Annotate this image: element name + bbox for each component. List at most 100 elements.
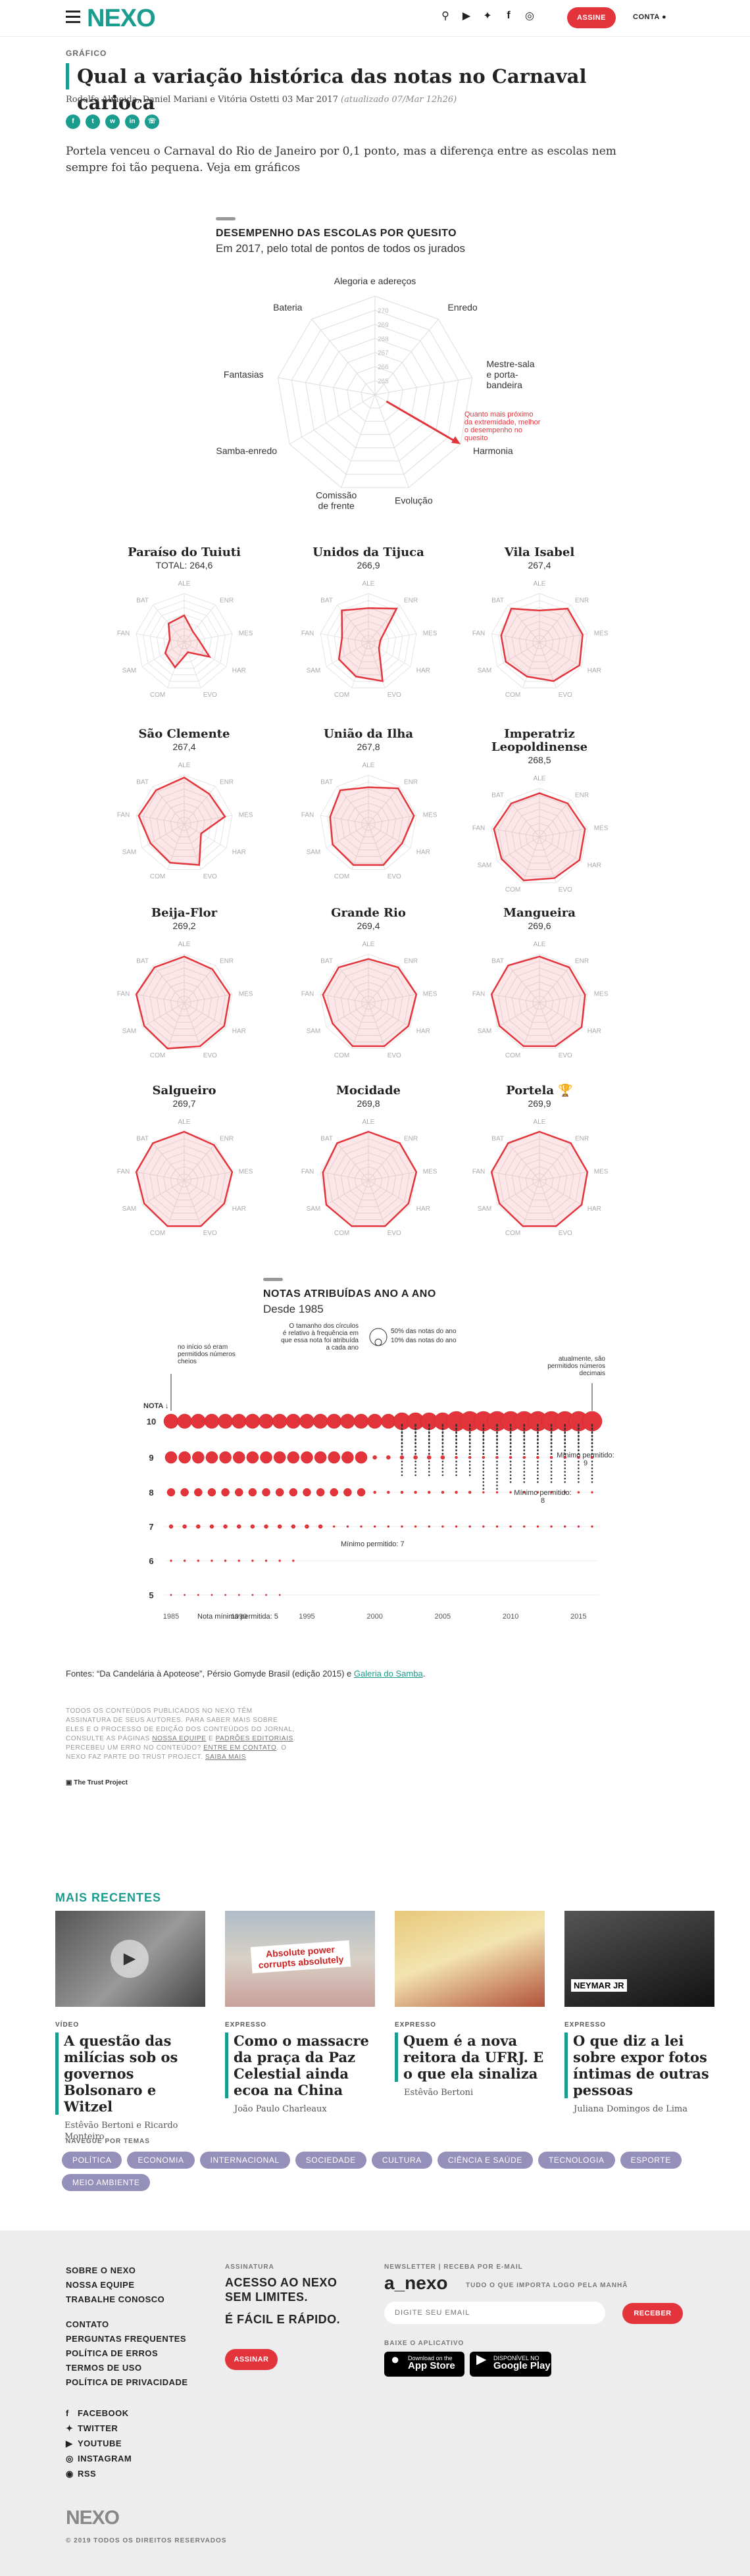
padroes-link[interactable]: Padrões editoriais [215,1735,293,1742]
news-card[interactable]: NEYMAR JR EXPRESSO O que diz a lei sobre e… [564,1911,714,2115]
decimal-dot [564,1428,566,1430]
twitter-icon[interactable]: ✦ [483,11,492,22]
topic-tag[interactable]: ESPORTE [620,2152,682,2169]
footer-social-link[interactable]: ▶ YOUTUBE [66,2436,132,2451]
news-image-sign: Absolute power corrupts absolutely [250,1940,351,1974]
twitter-share-icon[interactable]: t [86,114,100,129]
news-image[interactable]: ▶ [55,1911,205,2007]
ring [136,774,233,871]
youtube-icon[interactable]: ▶ [462,11,471,22]
school-shape [138,776,226,866]
news-image[interactable]: NEYMAR JR [564,1911,714,2007]
news-title[interactable]: Como o massacre da praça da Paz Celestia… [225,2033,375,2098]
app-store-badge[interactable]: ● Download on the App Store [384,2352,464,2377]
nossa-equipe-link[interactable]: Nossa equipe [152,1735,207,1742]
school-total: 269,2 [172,921,196,931]
footer-link[interactable]: TRABALHE CONOSCO [66,2294,165,2304]
email-input[interactable] [384,2302,605,2324]
ring [361,995,376,1010]
school-name-text: Mocidade [336,1084,401,1098]
decimal-dot [468,1449,471,1452]
decimal-dot [401,1464,403,1466]
footer-link[interactable]: SOBRE O NEXO [66,2265,136,2275]
footer-link[interactable]: POLÍTICA DE PRIVACIDADE [66,2377,188,2387]
topic-tag[interactable]: TECNOLOGIA [538,2152,615,2169]
radar-legend-chart: 265 266 267 268 269 270 Alegoria e adereços Enr… [216,276,540,511]
ring [361,1173,376,1188]
bubble-note-9 [219,1451,232,1464]
decimal-dot [523,1449,526,1452]
bubble-note-5 [211,1594,213,1596]
bubble-note-8 [523,1491,526,1494]
saiba-mais-link[interactable]: Saiba mais [205,1754,247,1761]
whatsapp-share-icon-2[interactable]: ☏ [145,114,159,129]
topic-tag[interactable]: ECONOMIA [127,2152,195,2169]
news-card[interactable]: ▶ VÍDEO A questão das milícias sob os gove… [55,1911,205,2142]
conta-button[interactable]: CONTA ● [633,13,666,21]
news-title[interactable]: A questão das milícias sob os governos B… [55,2033,205,2115]
footer-logo[interactable]: NEXO [66,2507,120,2529]
topic-tag[interactable]: MEIO AMBIENTE [62,2174,151,2191]
decimal-dot [414,1435,416,1438]
facebook-share-icon[interactable]: f [66,114,80,129]
news-image[interactable] [395,1911,545,2007]
decimal-dot [523,1435,526,1438]
bubble-note-10 [340,1413,355,1429]
footer-link[interactable]: PERGUNTAS FREQUENTES [66,2334,187,2344]
axis-label: EVO [388,692,401,699]
radar-spoke [374,377,472,395]
ring [340,796,397,851]
ring [136,593,233,689]
menu-icon[interactable] [66,11,80,24]
site-logo[interactable]: NEXO [87,5,156,32]
trust-project-logo[interactable]: ▣ The Trust Project [66,1779,128,1786]
galeria-link[interactable]: Galeria do Samba [353,1669,423,1679]
footer-social-link[interactable]: ◎ INSTAGRAM [66,2451,132,2466]
footer-social-link[interactable]: ◉ RSS [66,2466,132,2481]
news-title[interactable]: O que diz a lei sobre expor fotos íntima… [564,2033,714,2098]
news-card[interactable]: Absolute power corrupts absolutely EXPRES… [225,1911,375,2115]
instagram-icon[interactable]: ◎ [525,11,534,22]
footer-social-link[interactable]: ✦ TWITTER [66,2421,132,2436]
axis-label: BAT [320,597,333,605]
topic-tag[interactable]: POLÍTICA [62,2152,122,2169]
news-image[interactable]: Absolute power corrupts absolutely [225,1911,375,2007]
decimal-dot [550,1432,553,1434]
assinar-button[interactable]: ASSINAR [225,2349,278,2370]
assine-button[interactable]: ASSINE [567,7,616,28]
contato-link[interactable]: Entre em contato [203,1744,277,1752]
footer-link[interactable]: NOSSA EQUIPE [66,2280,135,2290]
news-title[interactable]: Quem é a nova reitora da UFRJ. E o que e… [395,2033,545,2082]
news-card[interactable]: EXPRESSO Quem é a nova reitora da UFRJ. E… [395,1911,545,2115]
google-play-badge[interactable]: ▶ DISPONÍVEL NO Google Play [470,2352,551,2377]
footer-link[interactable]: TERMOS DE USO [66,2363,142,2373]
topic-tag[interactable]: CIÊNCIA E SAÚDE [437,2152,533,2169]
decimal-dot [455,1449,457,1452]
topic-tag[interactable]: INTERNACIONAL [199,2152,290,2169]
ring [340,1152,397,1207]
bubble-note-7 [264,1524,268,1529]
linkedin-share-icon[interactable]: in [125,114,139,129]
footer-link[interactable]: POLÍTICA DE ERROS [66,2348,159,2358]
axis-label: ENR [220,779,234,786]
receber-button[interactable]: RECEBER [622,2303,683,2324]
sources: Fontes: “Da Candelária à Apoteose”, Pérs… [66,1669,426,1679]
school-shape [164,614,212,669]
search-icon[interactable]: ⚲ [441,11,449,22]
radar-ring-label: 270 [378,307,389,315]
facebook-icon[interactable]: f [507,10,511,21]
topic-tag[interactable]: CULTURA [371,2152,432,2169]
google-small: DISPONÍVEL NO [493,2355,539,2361]
school-name-text: Beija-Flor [151,906,218,920]
play-icon[interactable]: ▶ [111,1940,149,1978]
decimal-dot [468,1471,471,1473]
anexo-tagline: TUDO O QUE IMPORTA LOGO PELA MANHÃ [466,2282,628,2289]
note-start-line: cheios [178,1358,197,1365]
bubble-note-8 [343,1488,352,1497]
footer-social-link[interactable]: f FACEBOOK [66,2406,132,2421]
bubble-note-10 [204,1413,220,1429]
topic-tag[interactable]: SOCIEDADE [295,2152,366,2169]
footer-link[interactable]: CONTATO [66,2319,109,2329]
whatsapp-share-icon[interactable]: w [105,114,120,129]
ring [334,1145,403,1214]
